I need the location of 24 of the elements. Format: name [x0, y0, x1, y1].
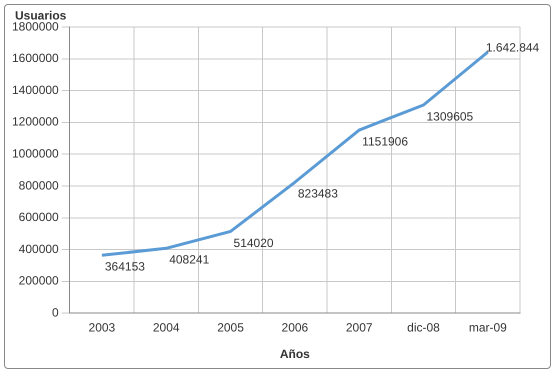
data-label: 364153 [104, 260, 146, 274]
data-label: 1309605 [426, 109, 474, 124]
y-tick-label: 800000 [18, 178, 60, 192]
x-tick-label: 2003 [88, 320, 116, 335]
y-tick-label: 400000 [18, 242, 60, 256]
y-tick-label: 1600000 [12, 51, 60, 66]
data-label: 408241 [169, 252, 210, 267]
x-tick-label: 2007 [346, 320, 373, 335]
x-tick-label: dic-08 [407, 320, 440, 335]
data-label: 514020 [234, 236, 274, 250]
x-tick-label: 2004 [152, 320, 180, 335]
x-tick-label: 2005 [217, 320, 244, 335]
x-tick-label: 2006 [282, 320, 309, 335]
data-label: 823483 [298, 186, 338, 201]
y-tick-label: 1000000 [12, 146, 60, 161]
data-label: 1.642.844 [486, 40, 540, 54]
x-tick-label: mar-09 [468, 320, 508, 335]
y-tick-label: 0 [52, 306, 60, 320]
y-tick-label: 1200000 [12, 114, 60, 129]
y-tick-label: 1400000 [12, 82, 60, 97]
y-tick-label: 600000 [18, 210, 60, 224]
y-tick-label: 200000 [18, 274, 60, 288]
x-axis-title: Años [280, 347, 310, 362]
data-label: 1151906 [362, 134, 408, 148]
